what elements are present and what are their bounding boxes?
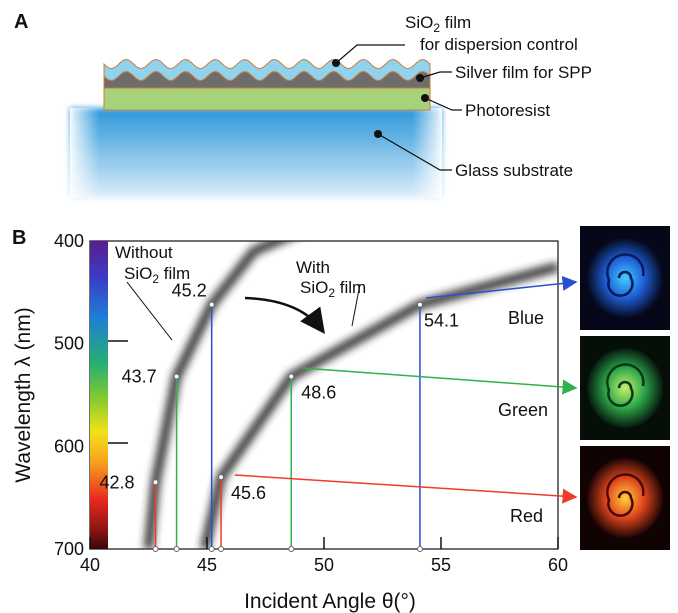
marker-base-45-2 [208,546,215,552]
x-tick-label-60: 60 [548,555,568,575]
marker-label-54-1: 54.1 [424,311,459,331]
marker-point-48-6 [288,373,295,380]
marker-point-54-1 [416,301,423,308]
x-tick-label-45: 45 [197,555,217,575]
marker-label-45-2: 45.2 [172,281,207,301]
red-label: Red [510,506,543,526]
sio2-layer [103,58,431,82]
without-sio2-label-2: SiO2 film [124,264,190,286]
marker-point-45-2 [208,301,215,308]
without-sio2-label-1: Without [115,243,173,262]
marker-base-43-7 [173,546,180,552]
panel-b-letter: B [12,227,26,249]
marker-labels: 45.2 43.7 42.8 54.1 48.6 45.6 [100,281,459,503]
y-axis-label: Wavelength λ (nm) [12,307,35,482]
with-sio2-label-2: SiO2 film [300,278,366,300]
photoresist-layer [103,87,431,111]
glass-substrate [70,108,442,198]
y-tick-label-700: 700 [54,539,84,559]
shift-arrow [244,296,325,335]
red-arrow [234,474,578,504]
marker-base-48-6 [288,546,295,552]
x-tick-label-55: 55 [431,555,451,575]
rose-image-green [580,336,670,440]
rose-image-red [580,446,670,550]
marker-label-48-6: 48.6 [301,383,336,403]
marker-label-45-6: 45.6 [231,483,266,503]
band-with-sio2 [199,261,558,549]
glass-substrate-label: Glass substrate [455,161,573,180]
sio2-film-label-line2: for dispersion control [420,35,578,54]
x-tick-label-40: 40 [80,555,100,575]
wavelength-colorbar [90,241,108,549]
x-tick-label-50: 50 [314,555,334,575]
marker-point-45-6 [218,474,225,481]
marker-base-45-6 [218,546,225,552]
color-arrows [234,275,578,504]
x-axis-label: Incident Angle θ(°) [244,590,416,613]
green-label: Green [498,400,548,420]
y-tick-label-500: 500 [54,334,84,354]
green-arrow [301,367,578,395]
marker-guides [152,301,423,552]
panel-a-letter: A [14,11,28,33]
marker-base-42-8 [152,546,159,552]
y-tick-label-400: 400 [54,231,84,251]
rose-image-blue [580,226,670,330]
x-axis: 40 45 50 55 60 [80,537,568,575]
panel-a-leaders [335,44,462,171]
y-tick-label-600: 600 [54,436,84,456]
marker-point-42-8 [152,479,159,486]
sio2-film-label: SiO2 film [405,13,471,35]
blue-arrow [425,275,578,299]
annotation-leaders [126,281,361,341]
marker-base-54-1 [416,546,423,552]
marker-point-43-7 [173,373,180,380]
blue-label: Blue [508,308,544,328]
silver-film-label: Silver film for SPP [455,63,592,82]
layer-stack [103,58,431,111]
marker-label-42-8: 42.8 [100,472,135,492]
with-sio2-label-1: With [296,258,330,277]
colorbar-ticks [108,340,128,444]
panel-a-leader-dots [332,59,429,138]
marker-label-43-7: 43.7 [122,367,157,387]
photoresist-label: Photoresist [465,101,550,120]
y-axis: 400 500 600 700 [54,231,84,559]
